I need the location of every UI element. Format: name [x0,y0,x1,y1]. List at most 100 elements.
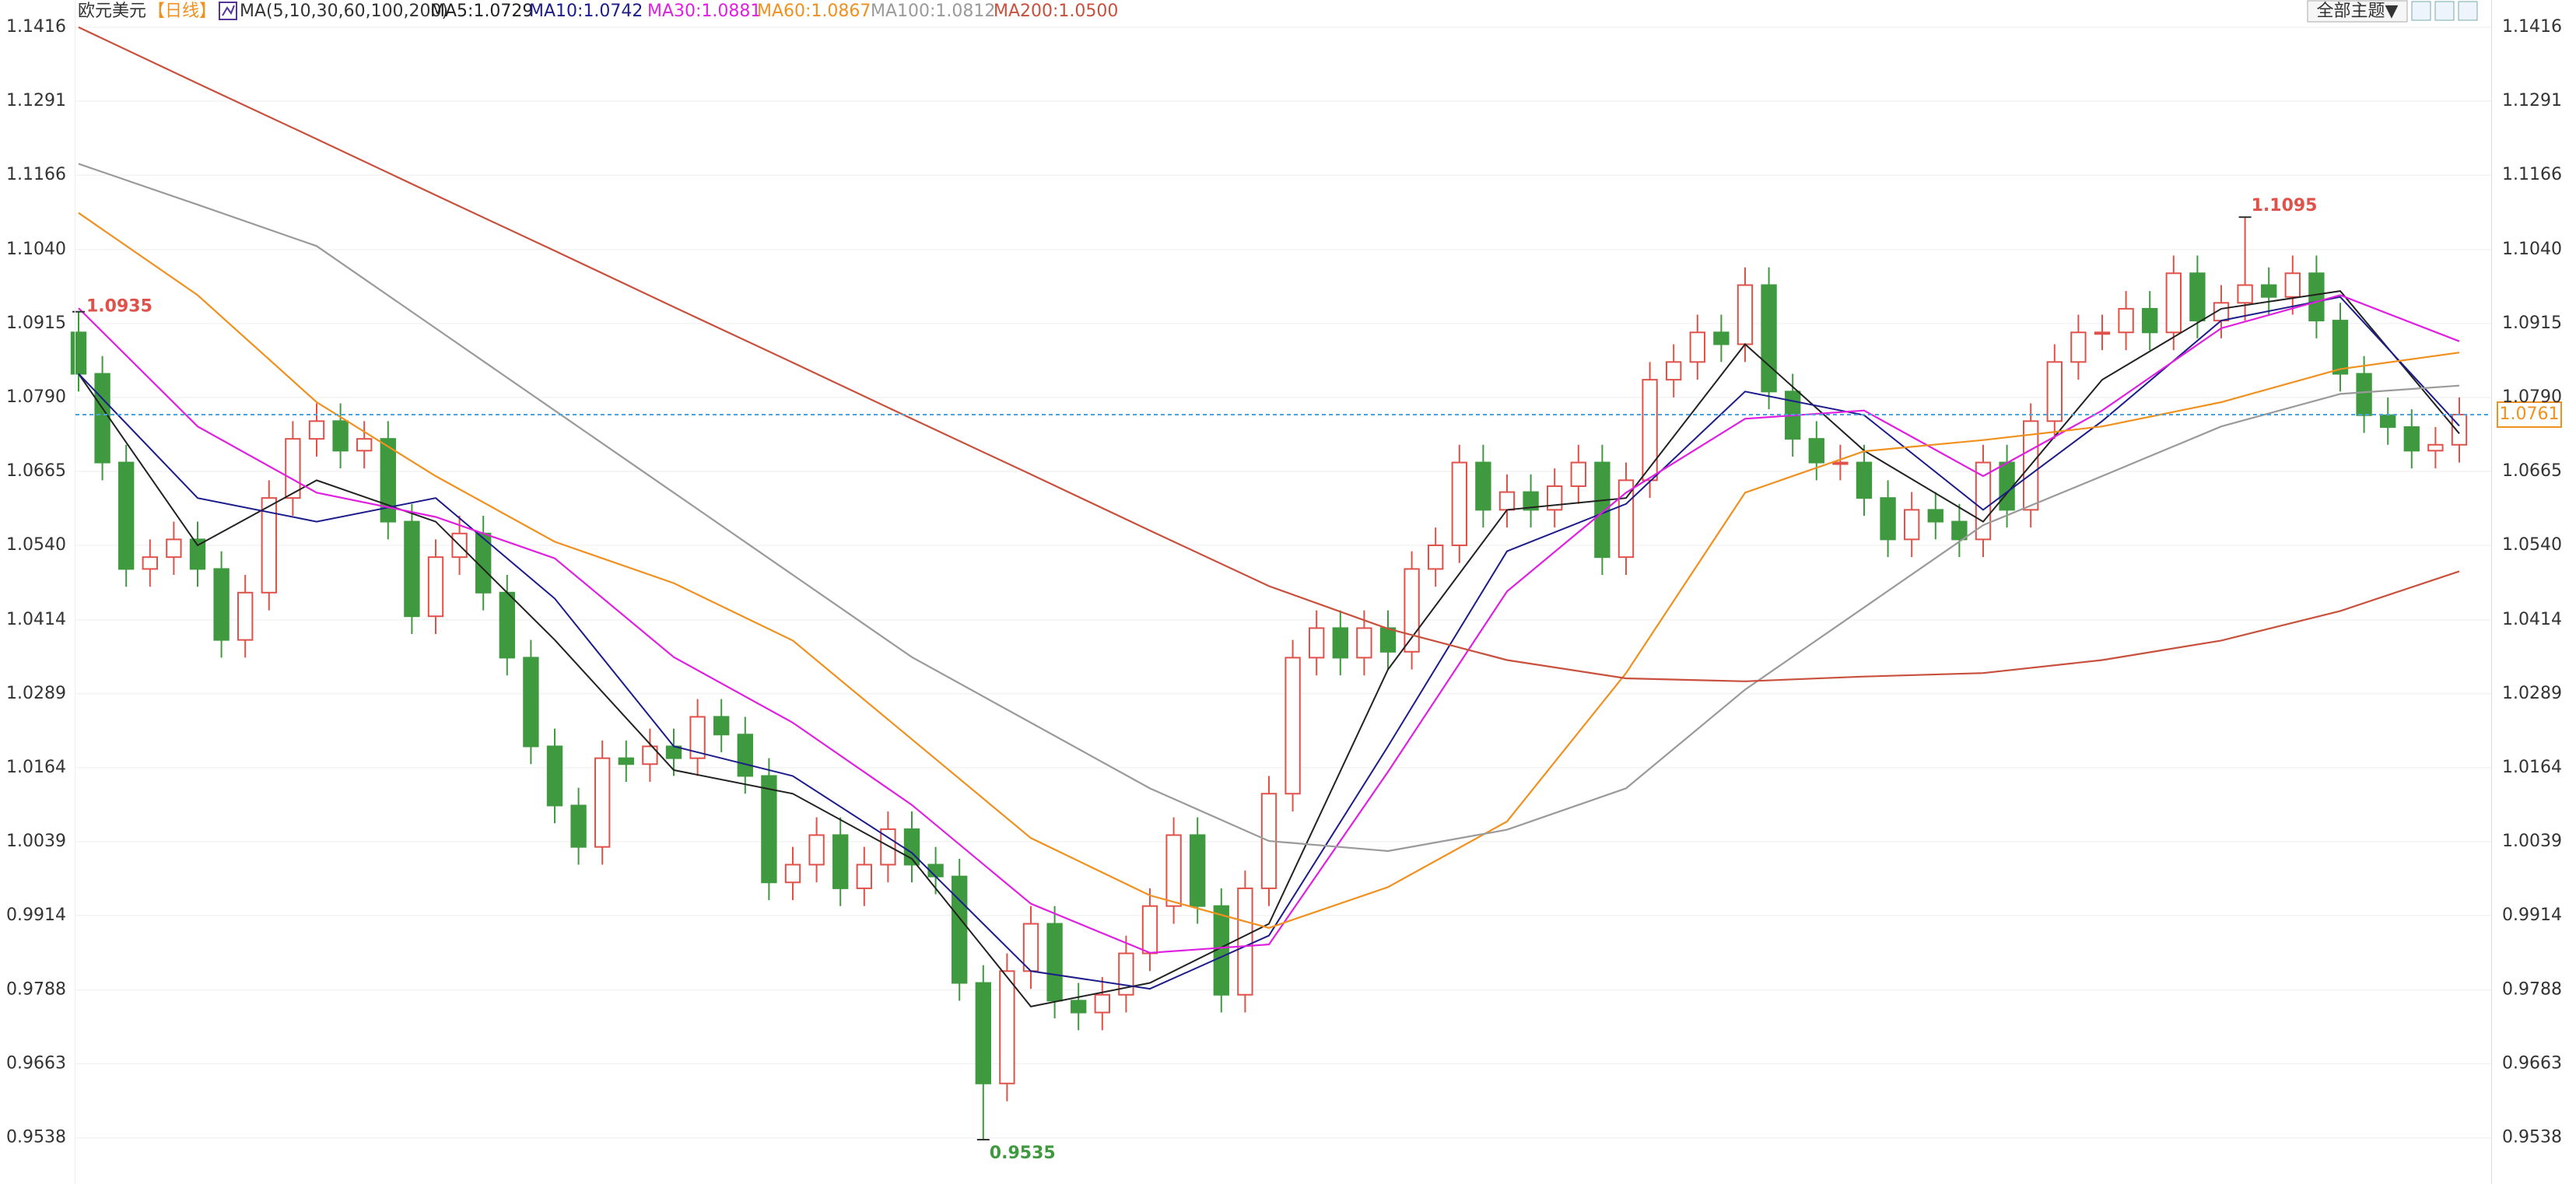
candle-body [1475,461,1491,511]
candle-body [285,438,301,499]
candle-body [237,591,254,641]
candle-body [2356,373,2372,416]
toolbar-icon[interactable] [2458,1,2478,21]
y-tick-label-right: 1.1040 [2502,240,2562,259]
candle-body [546,745,563,807]
max-high-label: 1.1095 [2252,196,2318,215]
candle-body [570,804,587,848]
candle-body [189,538,206,570]
candle-body [1498,491,1516,511]
y-tick-label-left: 0.9538 [6,1128,66,1147]
y-tick-label-left: 1.0164 [6,758,66,777]
candle-body [1141,905,1158,955]
y-tick-label-left: 1.0790 [6,387,66,407]
candle-body [1451,461,1467,546]
ma-line [78,290,2460,1007]
grid [75,26,2491,1139]
candle-body [1832,461,1849,465]
candle-body [2070,331,2087,363]
y-tick-label-right: 1.0790 [2502,387,2562,407]
candle-body [1428,544,1444,570]
candle-body [832,834,849,889]
legend-entry: MA60:1.0867 [757,2,871,21]
candle-body [808,834,825,866]
candle-body [1904,509,1920,541]
candle-body [499,591,515,659]
legend-entry: MA5:1.0729 [430,2,533,21]
y-tick-label-left: 1.0665 [6,461,66,481]
theme-button-box[interactable] [2307,0,2408,23]
candle-body [2237,284,2253,304]
ma-line [78,294,2460,954]
candle-body [308,420,325,440]
y-tick-label-left: 1.0039 [6,832,66,851]
y-tick-label-left: 1.1166 [6,165,66,184]
candle-body [261,497,277,594]
candle-body [2261,284,2277,298]
indicator-icon-glyph [222,5,235,16]
candle-body [1190,834,1206,907]
period: 【日线】 [148,2,216,21]
y-tick-label-right: 1.0540 [2502,535,2562,555]
y-tick-label-right: 0.9538 [2502,1128,2562,1147]
candle-body [1523,491,1539,511]
legend-entry: MA10:1.0742 [529,2,643,21]
y-tick-label-left: 0.9914 [6,906,66,925]
candle-body [2189,272,2206,322]
candle-body [356,438,373,452]
candle-body [118,461,135,570]
candle-body [70,331,87,375]
candle-body [1332,627,1348,659]
y-tick-label-left: 1.1040 [6,240,66,259]
candle-body [618,757,634,765]
y-tick-label-right: 1.1416 [2502,17,2562,37]
candle-body [856,863,872,889]
candle-body [2142,307,2158,334]
candle-body [427,556,444,618]
candle-body [999,970,1015,1084]
legend-entry: MA200:1.0500 [994,2,1118,21]
y-tick-label-right: 1.0414 [2502,610,2562,629]
theme-button[interactable]: 全部主题▼ [2307,0,2478,23]
candle-body [952,875,968,984]
candle-body [1737,284,1754,345]
candle-body [1356,627,1372,659]
candle-body [975,982,991,1084]
toolbar-icon[interactable] [2434,1,2455,21]
candle-body [2308,272,2325,322]
candle-body [94,373,110,464]
candle-body [2427,443,2444,452]
indicator-icon[interactable] [219,2,237,20]
candle-body [1808,438,1824,464]
candle-body [1165,834,1182,907]
candle-body [213,568,230,641]
candle-body [1071,1000,1087,1014]
candle-body [2118,307,2134,334]
y-tick-label-left: 0.9788 [6,980,66,1000]
y-tick-label-left: 1.0915 [6,314,66,333]
y-tick-label-right: 0.9788 [2502,980,2562,1000]
y-tick-label-left: 1.1291 [6,91,66,110]
candle-body [1404,568,1420,653]
candle-body [689,716,706,759]
instrument-title: 欧元美元 [78,2,146,21]
candle-body [2332,320,2349,375]
candle-body [1022,923,1039,972]
candle-body [142,556,158,570]
y-tick-label-right: 1.0039 [2502,832,2562,851]
candle-body [1713,331,1730,345]
y-tick-label-right: 1.0665 [2502,461,2562,481]
y-tick-label-right: 1.0915 [2502,314,2562,333]
candle-body [1617,479,1635,559]
candle-body [1570,461,1586,487]
y-tick-label-right: 0.9663 [2502,1054,2562,1074]
y-tick-label-left: 1.0540 [6,535,66,555]
y-tick-label-right: 1.1166 [2502,165,2562,184]
y-tick-label-right: 1.1291 [2502,91,2562,110]
header: 欧元美元 【日线】 MA(5,10,30,60,100,200) MA5:1.0… [78,2,1118,21]
y-tick-label-left: 1.1416 [6,17,66,37]
theme-button-label[interactable]: 全部主题▼ [2317,2,2399,21]
toolbar-icon[interactable] [2411,1,2431,21]
candle-body [2403,426,2420,452]
